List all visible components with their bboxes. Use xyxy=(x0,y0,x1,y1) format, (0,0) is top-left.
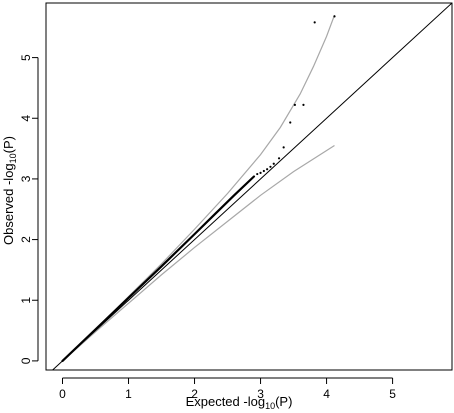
data-point xyxy=(256,172,259,176)
plot-frame-group xyxy=(45,2,453,371)
data-point xyxy=(289,121,292,124)
reference-line xyxy=(51,3,452,370)
data-point xyxy=(269,165,272,168)
confidence-lower-line xyxy=(62,145,335,362)
data-point xyxy=(313,21,316,24)
data-point xyxy=(262,169,265,173)
y-tick-label: 4 xyxy=(19,115,33,122)
x-axis: 0 1 2 3 4 5 xyxy=(59,377,396,401)
x-tick-label: 3 xyxy=(257,387,264,401)
x-tick-label: 0 xyxy=(59,387,66,401)
data-point xyxy=(266,168,269,171)
plot-frame xyxy=(45,2,453,371)
data-point xyxy=(259,171,262,174)
data-point xyxy=(293,103,296,107)
x-tick-label: 2 xyxy=(191,387,198,401)
data-point xyxy=(333,15,336,18)
y-tick-label: 1 xyxy=(19,297,33,304)
data-point xyxy=(282,146,285,149)
x-axis-title-suffix: (P) xyxy=(275,394,292,409)
y-tick-label: 3 xyxy=(19,175,33,182)
y-axis-title: Observed -log10(P) xyxy=(1,136,18,245)
confidence-band-layer xyxy=(62,14,336,362)
data-point xyxy=(302,103,305,107)
y-axis-title-suffix: (P) xyxy=(1,136,16,153)
observed-points-layer xyxy=(256,15,336,176)
observed-points-curve xyxy=(61,175,256,362)
confidence-upper-line xyxy=(62,14,336,362)
y-tick-label: 2 xyxy=(19,236,33,243)
data-point xyxy=(277,157,281,160)
observed-curve-layer xyxy=(61,175,256,362)
y-tick-label: 5 xyxy=(19,54,33,61)
x-axis-title: Expected -log10(P) xyxy=(186,394,293,411)
y-tick-label: 0 xyxy=(19,357,33,364)
x-tick-label: 1 xyxy=(125,387,132,401)
y-axis: 0 1 2 3 4 5 xyxy=(19,54,39,364)
reference-line-layer xyxy=(51,3,452,370)
x-tick-label: 4 xyxy=(323,387,330,401)
x-axis-title-subscript: 10 xyxy=(265,401,275,411)
x-axis-title-prefix: Expected -log xyxy=(186,394,266,409)
x-tick-label: 5 xyxy=(389,387,396,401)
data-point xyxy=(272,162,275,165)
y-axis-title-prefix: Observed -log xyxy=(1,163,16,245)
y-axis-title-subscript: 10 xyxy=(8,153,18,163)
